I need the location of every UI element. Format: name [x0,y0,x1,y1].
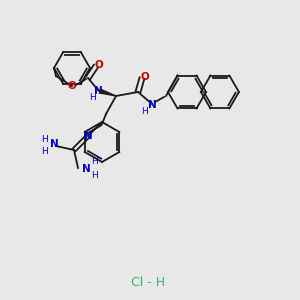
Text: N: N [50,139,58,149]
Text: O: O [141,72,149,82]
Text: N: N [82,164,90,174]
Text: H: H [92,158,98,166]
Text: O: O [94,60,103,70]
Text: H: H [88,94,95,103]
Text: Cl - H: Cl - H [131,277,165,290]
Text: O: O [68,81,76,91]
Text: H: H [42,134,48,143]
Polygon shape [100,89,116,96]
Text: N: N [94,86,102,96]
Text: H: H [42,146,48,155]
Text: H: H [92,170,98,179]
Text: N: N [84,131,92,141]
Text: H: H [142,107,148,116]
Text: N: N [148,100,156,110]
